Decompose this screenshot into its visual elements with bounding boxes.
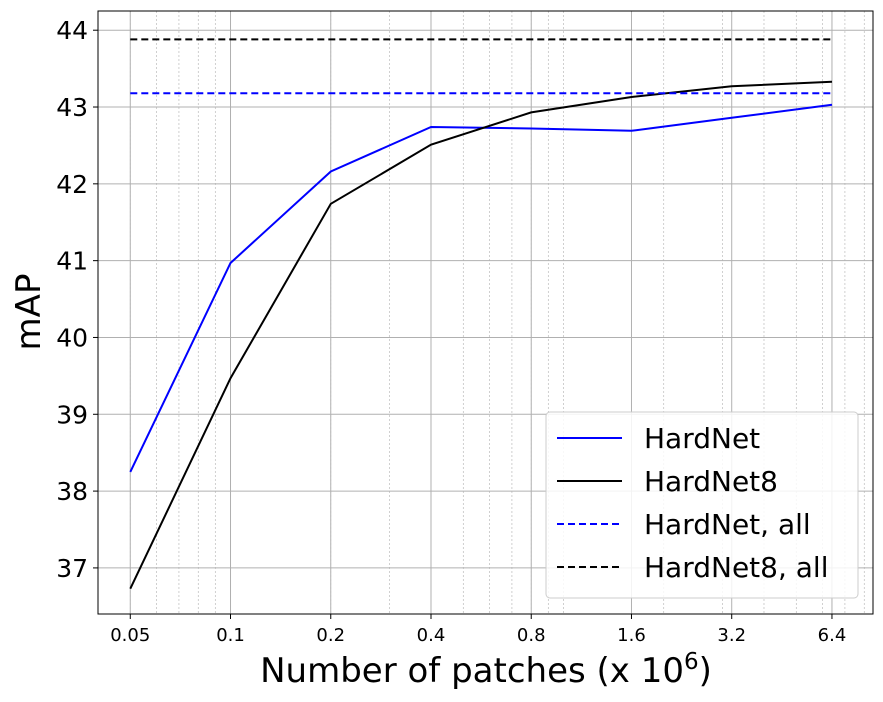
x-axis-label-exponent: 6 — [684, 649, 699, 675]
x-tick-label: 0.4 — [417, 625, 446, 646]
legend-label-hardnet-all: HardNet, all — [644, 508, 811, 541]
x-tick-label: 0.8 — [517, 625, 546, 646]
y-axis-label: mAP — [9, 274, 49, 351]
y-tick-label: 43 — [56, 93, 88, 122]
y-tick-label: 40 — [56, 323, 88, 352]
y-tick-label: 37 — [56, 554, 88, 583]
y-tick-label: 41 — [56, 247, 88, 276]
legend-label-hardnet8: HardNet8 — [644, 465, 778, 498]
x-tick-label: 0.1 — [216, 625, 245, 646]
y-tick-label: 39 — [56, 400, 88, 429]
y-tick-label: 44 — [56, 16, 88, 45]
series-line-hardnet8 — [129, 80, 833, 590]
plot-frame — [97, 10, 874, 615]
legend-label-hardnet: HardNet — [644, 422, 760, 455]
x-axis-label: Number of patches (x 106) — [260, 649, 712, 691]
legend-label-hardnet8-all: HardNet8, all — [644, 551, 829, 584]
x-tick-label: 3.2 — [717, 625, 746, 646]
x-axis-label-main: Number of patches (x 10 — [260, 651, 684, 691]
x-tick-label: 0.05 — [110, 625, 150, 646]
y-tick-label: 42 — [56, 170, 88, 199]
y-tick-label: 38 — [56, 477, 88, 506]
series-layer — [129, 38, 833, 590]
axis-ticks — [93, 29, 833, 619]
x-axis-label-suffix: ) — [699, 651, 712, 691]
x-tick-label: 0.2 — [316, 625, 345, 646]
legend-box — [545, 411, 859, 599]
x-tick-label: 1.6 — [617, 625, 646, 646]
x-tick-label: 6.4 — [818, 625, 847, 646]
tick-labels: 0.05 0.1 0.2 0.4 0.8 1.6 3.2 6.4 37 38 39 40 41 42 43 4… — [56, 16, 846, 646]
legend: HardNet HardNet8 HardNet, all HardNet8, all — [545, 411, 859, 599]
